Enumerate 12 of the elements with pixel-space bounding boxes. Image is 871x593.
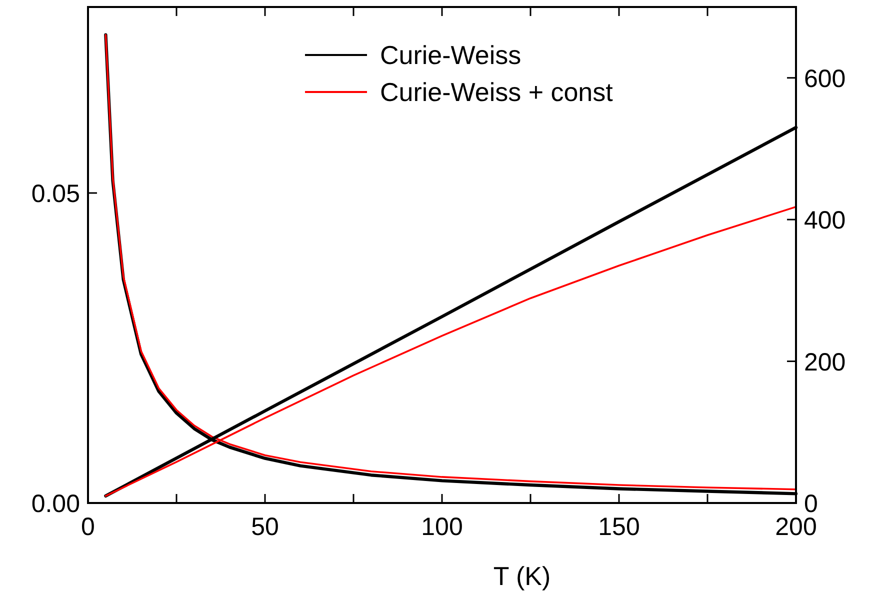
x-tick-label: 100 [421, 513, 463, 541]
x-axis-title: T (K) [493, 561, 551, 591]
y-tick-label: 0.05 [31, 180, 80, 208]
x-tick-label: 0 [81, 513, 95, 541]
legend-label: Curie-Weiss + const [380, 77, 614, 107]
x-tick-label: 150 [598, 513, 640, 541]
y2-tick-label: 200 [804, 348, 846, 376]
y-tick-label: 0.00 [31, 490, 80, 518]
x-tick-label: 50 [251, 513, 279, 541]
y2-tick-label: 400 [804, 206, 846, 235]
y2-tick-label: 600 [804, 64, 846, 93]
legend-label: Curie-Weiss [380, 40, 522, 70]
